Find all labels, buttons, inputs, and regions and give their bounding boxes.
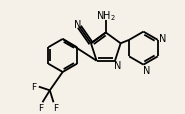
Text: F: F	[38, 103, 43, 112]
Text: N: N	[159, 34, 166, 44]
Text: NH$_2$: NH$_2$	[96, 9, 116, 23]
Text: N: N	[114, 61, 121, 71]
Text: F: F	[53, 103, 58, 112]
Text: F: F	[31, 82, 36, 91]
Text: N: N	[143, 66, 151, 75]
Text: N: N	[74, 19, 82, 29]
